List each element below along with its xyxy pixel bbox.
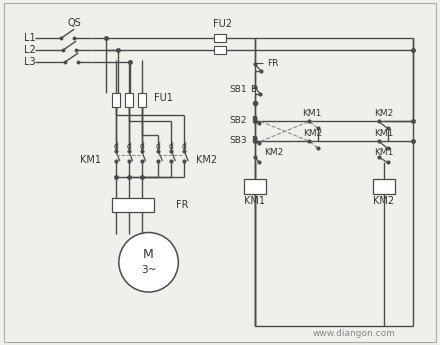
Text: FR: FR — [268, 59, 279, 68]
Text: SB1: SB1 — [229, 85, 247, 94]
Text: KM2: KM2 — [373, 196, 394, 206]
Text: d: d — [126, 142, 131, 151]
Text: KM2: KM2 — [264, 148, 283, 157]
Text: L1: L1 — [24, 33, 35, 43]
Circle shape — [119, 233, 178, 292]
Bar — [244, 179, 266, 194]
Bar — [214, 34, 226, 42]
Bar — [112, 198, 154, 212]
Text: 3~: 3~ — [141, 265, 156, 275]
Bar — [125, 93, 133, 107]
Bar — [138, 93, 146, 107]
Bar — [214, 46, 226, 54]
Text: d: d — [114, 142, 118, 151]
Text: L2: L2 — [24, 45, 35, 55]
Bar — [112, 93, 120, 107]
Text: d: d — [169, 142, 174, 151]
Text: FR: FR — [176, 200, 189, 210]
Text: KM1: KM1 — [374, 148, 393, 157]
Text: KM1: KM1 — [80, 155, 101, 165]
Text: KM2: KM2 — [196, 155, 217, 165]
Text: SB3: SB3 — [229, 136, 247, 145]
Text: FU2: FU2 — [213, 19, 232, 29]
Text: E: E — [250, 85, 255, 94]
Text: KM1: KM1 — [244, 196, 265, 206]
Text: KM1: KM1 — [303, 109, 322, 118]
Text: M: M — [143, 248, 154, 261]
Text: SB2: SB2 — [229, 116, 247, 125]
Text: d: d — [182, 142, 187, 151]
Text: KM1: KM1 — [374, 129, 393, 138]
Text: www.diangon.com: www.diangon.com — [312, 329, 396, 338]
Text: QS: QS — [67, 18, 81, 28]
Text: E: E — [251, 136, 257, 145]
Text: KM2: KM2 — [303, 129, 322, 138]
Text: d: d — [156, 142, 161, 151]
Text: KM2: KM2 — [374, 109, 393, 118]
Text: d: d — [139, 142, 144, 151]
Text: FU1: FU1 — [154, 92, 172, 102]
Text: L3: L3 — [24, 57, 35, 67]
Bar — [373, 179, 395, 194]
Text: E: E — [251, 116, 257, 125]
